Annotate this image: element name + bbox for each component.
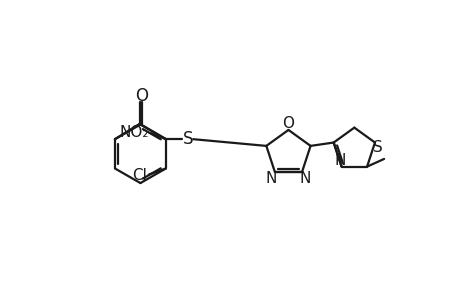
Text: Cl: Cl	[132, 168, 147, 183]
Text: S: S	[182, 130, 193, 148]
Text: N: N	[334, 153, 345, 168]
Text: O: O	[282, 116, 294, 130]
Text: O: O	[134, 87, 147, 105]
Text: N: N	[299, 171, 310, 186]
Text: N: N	[265, 171, 277, 186]
Text: NO₂: NO₂	[119, 125, 149, 140]
Text: S: S	[372, 140, 382, 154]
